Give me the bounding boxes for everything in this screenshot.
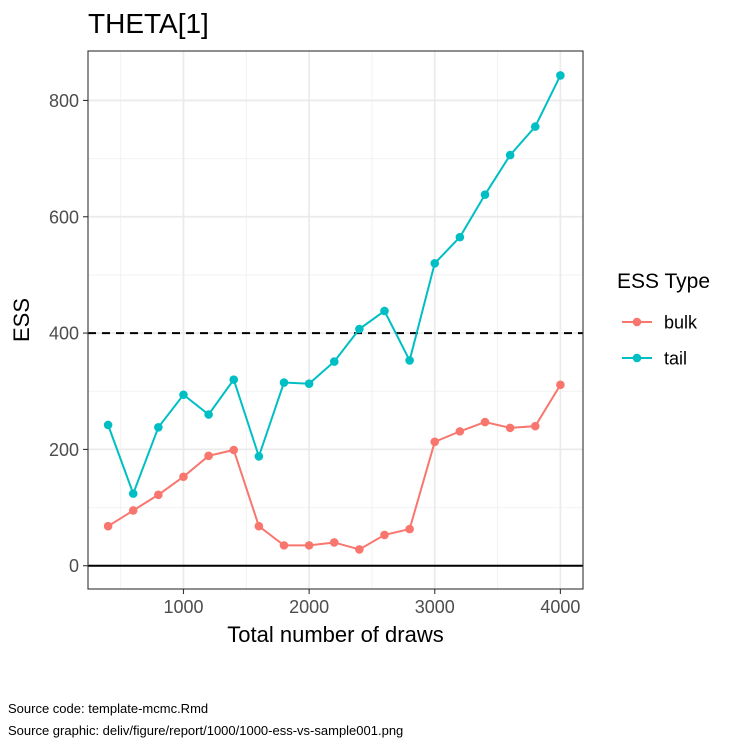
data-point-bulk bbox=[355, 545, 364, 554]
grid-major bbox=[88, 51, 583, 589]
data-point-tail bbox=[530, 122, 540, 131]
data-point-bulk bbox=[455, 427, 465, 436]
data-point-tail bbox=[154, 423, 163, 432]
data-point-bulk bbox=[505, 423, 515, 433]
data-point-tail bbox=[179, 390, 188, 400]
data-point-bulk bbox=[430, 437, 440, 447]
data-point-tail bbox=[204, 410, 213, 419]
x-tick-label: 1000 bbox=[163, 597, 203, 617]
data-point-tail bbox=[480, 190, 490, 199]
y-tick-label: 800 bbox=[49, 91, 79, 111]
legend-items: bulk tail bbox=[622, 313, 698, 369]
data-point-bulk bbox=[103, 521, 113, 531]
data-point-tail bbox=[254, 452, 264, 461]
x-axis-label: Total number of draws bbox=[227, 622, 443, 647]
grid-minor bbox=[88, 51, 583, 589]
source-graphic-caption: Source graphic: deliv/figure/report/1000… bbox=[8, 723, 404, 738]
data-point-tail bbox=[279, 378, 289, 387]
data-point-tail bbox=[380, 306, 389, 316]
x-tick-labels: 1000 2000 3000 4000 bbox=[163, 597, 580, 617]
data-point-tail bbox=[505, 150, 515, 160]
data-point-bulk bbox=[329, 538, 339, 547]
x-tick-label: 3000 bbox=[415, 597, 455, 617]
data-point-tail bbox=[405, 356, 414, 365]
reference-lines bbox=[88, 332, 583, 567]
data-point-tail bbox=[355, 324, 364, 334]
data-point-bulk bbox=[128, 506, 138, 515]
legend-key-point-bulk bbox=[632, 317, 642, 327]
data-point-bulk bbox=[254, 521, 264, 531]
legend: ESS Type bulk tail bbox=[617, 270, 710, 369]
data-point-bulk bbox=[556, 380, 565, 390]
data-point-tail bbox=[329, 357, 339, 366]
axis-ticks bbox=[83, 99, 561, 594]
y-tick-label: 200 bbox=[49, 440, 79, 460]
chart-title: THETA[1] bbox=[88, 8, 209, 39]
source-code-caption: Source code: template-mcmc.Rmd bbox=[8, 701, 209, 716]
data-point-bulk bbox=[204, 451, 213, 461]
data-point-bulk bbox=[154, 490, 163, 500]
data-point-bulk bbox=[380, 530, 389, 540]
data-point-tail bbox=[556, 71, 565, 80]
data-point-tail bbox=[128, 489, 138, 498]
legend-title: ESS Type bbox=[617, 270, 710, 293]
y-tick-label: 600 bbox=[49, 207, 79, 227]
data-point-bulk bbox=[229, 445, 239, 455]
series-line-tail bbox=[107, 74, 562, 497]
data-point-tail bbox=[430, 258, 440, 268]
data-point-bulk bbox=[530, 421, 540, 431]
x-tick-label: 2000 bbox=[289, 597, 329, 617]
legend-key-point-tail bbox=[632, 353, 642, 363]
series-line-bulk bbox=[107, 384, 562, 551]
legend-label-bulk: bulk bbox=[664, 313, 698, 333]
y-tick-labels: 0 200 400 600 800 bbox=[49, 91, 79, 576]
data-point-tail bbox=[103, 420, 113, 430]
legend-label-tail: tail bbox=[664, 349, 687, 369]
data-point-bulk bbox=[179, 472, 188, 482]
data-point-tail bbox=[229, 375, 239, 384]
data-point-bulk bbox=[480, 417, 490, 427]
data-point-bulk bbox=[304, 541, 314, 550]
y-axis-label: ESS bbox=[9, 298, 34, 342]
data-point-bulk bbox=[279, 541, 289, 550]
data-point-bulk bbox=[405, 524, 414, 534]
data-point-tail bbox=[455, 232, 465, 242]
x-tick-label: 4000 bbox=[540, 597, 580, 617]
data-point-tail bbox=[304, 379, 314, 388]
y-tick-label: 0 bbox=[69, 556, 79, 576]
panel-border bbox=[87, 50, 584, 590]
y-tick-label: 400 bbox=[49, 324, 79, 344]
series-layer bbox=[103, 71, 565, 554]
